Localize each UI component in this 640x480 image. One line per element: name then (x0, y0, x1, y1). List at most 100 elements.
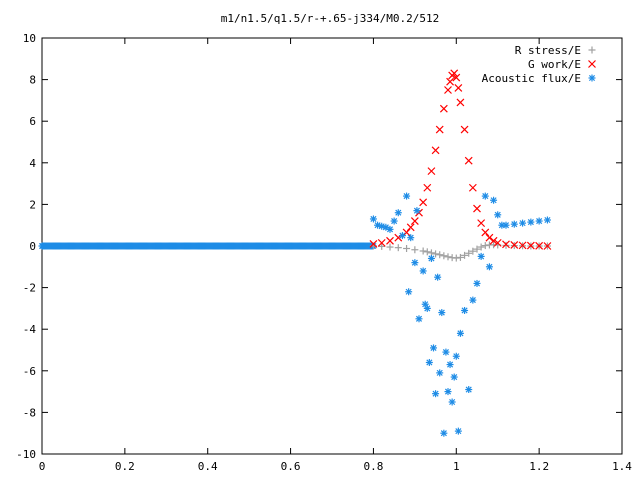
data-point (588, 74, 596, 82)
data-point (386, 225, 394, 233)
data-point (394, 244, 402, 252)
series-2 (369, 192, 551, 437)
x-tick-label: 0.8 (363, 460, 383, 473)
data-point (444, 253, 452, 261)
data-point (461, 306, 469, 314)
data-point (456, 329, 464, 337)
data-point (465, 249, 473, 257)
data-point (456, 98, 465, 107)
x-axis: 0 0.2 0.4 0.6 0.8 1 1.2 1.4 (39, 38, 632, 473)
y-tick-label: -2 (23, 282, 36, 295)
data-point (369, 215, 377, 223)
data-point (438, 309, 446, 317)
data-point (427, 167, 436, 176)
data-point (430, 344, 437, 352)
data-point (490, 196, 498, 204)
data-point (481, 192, 489, 200)
data-point (535, 217, 543, 225)
data-point (454, 427, 462, 435)
data-point (410, 217, 419, 225)
data-point (425, 358, 433, 366)
y-tick-label: -10 (16, 448, 36, 461)
data-point (390, 217, 398, 225)
y-tick-label: -8 (23, 406, 36, 419)
data-point (473, 204, 481, 213)
data-point (394, 209, 402, 217)
y-tick-label: 2 (29, 198, 36, 211)
data-point (407, 234, 415, 242)
data-point (439, 104, 448, 113)
data-point (446, 77, 454, 86)
data-point (442, 348, 450, 356)
data-point (485, 263, 493, 271)
y-tick-label: 8 (29, 74, 36, 87)
data-point (452, 254, 460, 262)
data-point (423, 304, 431, 312)
y-tick-label: -4 (23, 323, 37, 336)
data-point (464, 156, 473, 165)
data-point (419, 267, 427, 275)
x-tick-label: 0.4 (198, 460, 218, 473)
data-point (469, 247, 477, 255)
data-point (510, 220, 518, 228)
data-point (493, 238, 502, 247)
data-point (477, 243, 485, 251)
legend-label: Acoustic flux/E (482, 72, 581, 85)
y-tick-label: 0 (29, 240, 36, 253)
data-point (415, 315, 423, 323)
data-point (427, 254, 435, 262)
x-tick-label: 1.4 (612, 460, 632, 473)
data-point (489, 236, 498, 245)
legend-label: R stress/E (515, 44, 581, 57)
data-point (465, 386, 473, 394)
data-point (405, 288, 413, 296)
data-point (413, 207, 421, 215)
data-point (369, 239, 378, 248)
data-point (502, 241, 510, 249)
data-point (502, 221, 510, 229)
data-point (473, 245, 481, 253)
data-point (411, 259, 419, 267)
data-point (411, 246, 419, 254)
data-point (485, 233, 494, 242)
data-point (473, 279, 481, 287)
y-tick-label: 6 (29, 115, 36, 128)
x-tick-label: 0.2 (115, 460, 135, 473)
data-point (446, 361, 454, 369)
x-tick-label: 1 (453, 460, 460, 473)
data-point (436, 251, 444, 259)
y-axis: 10 8 6 4 2 0 -2 -4 -6 -8 -10 (16, 32, 622, 461)
data-point (423, 183, 432, 192)
data-point (377, 238, 386, 247)
data-point (460, 125, 469, 134)
data-point (527, 218, 535, 226)
data-point (535, 241, 544, 250)
data-point (434, 273, 442, 281)
data-point (510, 241, 519, 249)
data-point (469, 296, 477, 304)
x-tick-label: 0 (39, 460, 46, 473)
data-point (402, 228, 411, 237)
y-tick-label: 10 (23, 32, 36, 45)
series-layer (38, 69, 552, 437)
data-point (452, 73, 461, 82)
data-point (440, 429, 448, 437)
y-tick-label: -6 (23, 365, 36, 378)
data-point (444, 86, 452, 94)
chart-title: m1/n1.5/q1.5/r-+.65-j334/M0.2/512 (221, 12, 440, 25)
data-point (494, 211, 502, 219)
data-point (518, 241, 527, 250)
data-point (435, 125, 444, 134)
data-point (543, 216, 551, 224)
legend-label: G work/E (528, 58, 581, 71)
data-point (526, 241, 535, 250)
data-point (519, 219, 527, 227)
data-point (423, 248, 431, 256)
x-tick-label: 0.6 (281, 460, 301, 473)
data-point (419, 247, 427, 255)
data-point (543, 242, 552, 250)
data-point (468, 183, 477, 192)
data-point (432, 250, 440, 258)
